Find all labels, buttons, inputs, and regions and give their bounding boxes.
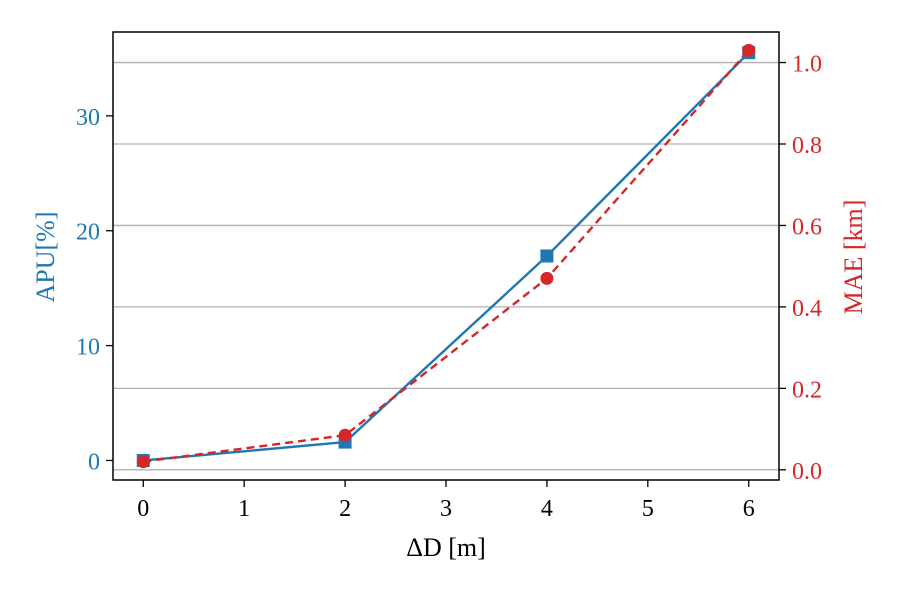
x-tick-label: 5: [642, 496, 654, 522]
series-line-mae: [143, 49, 750, 463]
y-left-tick-label: 30: [76, 105, 100, 131]
x-tick-label: 1: [238, 496, 250, 522]
y-right-tick-label: 0.6: [792, 214, 822, 240]
y-right-tick-label: 0.2: [792, 377, 822, 403]
y-right-tick-label: 0.0: [792, 459, 822, 485]
x-tick-label: 3: [440, 496, 452, 522]
x-tick-label: 4: [541, 496, 553, 522]
series-layer: [136, 43, 756, 469]
y-axis-left: 0 10 20 30: [76, 105, 113, 475]
x-tick-label: 6: [743, 496, 755, 522]
grid-lines: [113, 61, 779, 471]
data-point-circle: [338, 428, 352, 442]
y-left-tick-label: 20: [76, 220, 100, 246]
y-axis-left-label: APU[%]: [31, 212, 60, 303]
data-point-circle: [540, 271, 554, 285]
plot-frame: [112, 31, 780, 481]
y-left-tick-label: 10: [76, 335, 100, 361]
x-tick-label: 0: [137, 496, 149, 522]
data-point-circle: [742, 43, 756, 57]
x-axis-label: ΔD [m]: [406, 533, 486, 562]
x-tick-label: 2: [339, 496, 351, 522]
y-right-tick-label: 1.0: [792, 52, 822, 78]
data-point-circle: [136, 455, 150, 469]
y-right-tick-label: 0.8: [792, 133, 822, 159]
series-line-apu: [143, 51, 750, 462]
x-axis: 0 1 2 3 4 5 6: [137, 480, 755, 522]
data-point-square: [540, 249, 554, 263]
y-axis-right: 0.0 0.2 0.4 0.6 0.8 1.0: [779, 52, 822, 485]
y-axis-right-label: MAE [km]: [839, 200, 868, 315]
y-left-tick-label: 0: [88, 449, 100, 475]
y-right-tick-label: 0.4: [792, 296, 822, 322]
